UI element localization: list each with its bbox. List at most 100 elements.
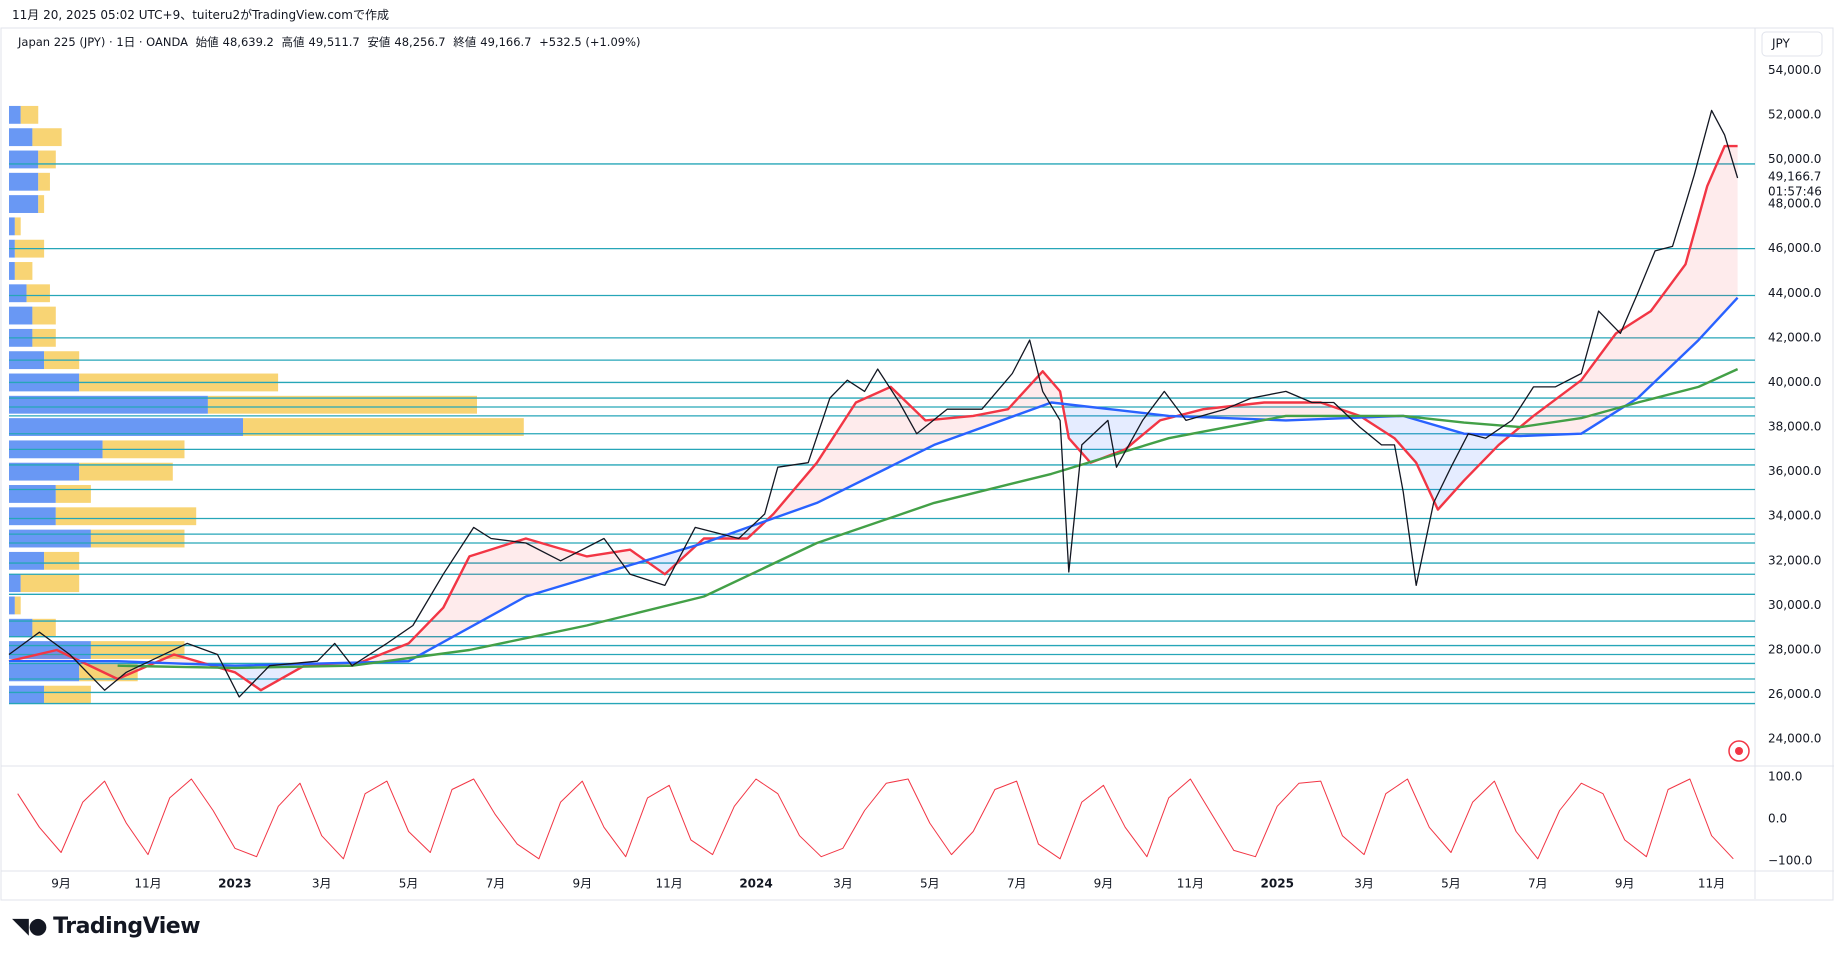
volume-profile-bar [9, 262, 15, 280]
volume-profile-bar [243, 418, 524, 436]
volume-profile-bar [26, 284, 50, 303]
y-tick-label: 46,000.0 [1768, 241, 1821, 255]
volume-profile-bar [9, 306, 33, 325]
x-tick-label: 11月 [656, 877, 683, 891]
volume-profile-bar [9, 105, 21, 124]
legend: Japan 225 (JPY) · 1日 · OANDA 始値 48,639.2 … [18, 34, 645, 50]
y-tick-label: 42,000.0 [1768, 330, 1821, 344]
oscillator-line [17, 778, 1734, 860]
x-tick-label: 9月 [572, 877, 592, 891]
volume-profile-bar [44, 685, 91, 704]
volume-profile-bar [55, 485, 91, 503]
ohlc-label: 始値 [195, 35, 219, 49]
y-tick-label: 32,000.0 [1768, 553, 1821, 567]
price-line [8, 109, 1739, 698]
y-tick-label: 54,000.0 [1768, 63, 1821, 77]
logo-mark: ◥● [12, 914, 48, 939]
y-tick-label: 24,000.0 [1768, 732, 1821, 746]
y-tick-label: 26,000.0 [1768, 687, 1821, 701]
volume-profile-bar [9, 685, 45, 704]
volume-profile-bar [32, 306, 56, 325]
volume-profile-bar [20, 574, 80, 593]
ma-fill [1364, 415, 1512, 510]
volume-profile-bar [32, 618, 56, 637]
attribution: 11月 20, 2025 05:02 UTC+9、tuiteru2がTradin… [12, 8, 389, 22]
y-tick-label: 52,000.0 [1768, 107, 1821, 121]
x-tick-label: 3月 [833, 877, 853, 891]
x-tick-label: 2024 [739, 877, 772, 891]
ma-fill [1064, 404, 1178, 463]
x-tick-label: 11月 [134, 877, 161, 891]
ma-fill [9, 650, 81, 662]
volume-profile-bar [90, 529, 185, 548]
volume-profile-bar [14, 262, 33, 280]
volume-profile-bar [79, 462, 173, 481]
x-tick-label: 3月 [1354, 877, 1374, 891]
alert-icon[interactable] [1728, 740, 1750, 762]
volume-profile-bar [9, 217, 15, 236]
x-tick-label: 11月 [1698, 877, 1725, 891]
volume-profile-bar [9, 574, 21, 593]
volume-profile-bar [9, 663, 80, 682]
y-tick-label: 48,000.0 [1768, 197, 1821, 211]
frame [0, 27, 1834, 901]
ohlc-label: 終値 [453, 35, 477, 49]
ohlc-value: 48,639.2 [222, 35, 274, 49]
volume-profile-bar [9, 150, 39, 169]
ma-fill [1511, 146, 1738, 436]
volume-profile-bar [32, 128, 62, 147]
logo-text: TradingView [53, 914, 201, 939]
volume-profile-bar [9, 529, 91, 548]
volume-profile-bar [9, 418, 243, 436]
x-tick-label: 11月 [1177, 877, 1204, 891]
currency: JPY [1771, 37, 1791, 51]
x-tick-label: 9月 [1094, 877, 1114, 891]
currency-box[interactable] [1761, 31, 1823, 57]
countdown: 01:57:46 [1768, 185, 1822, 199]
volume-profile-bar [9, 128, 33, 147]
ma-fill [360, 538, 648, 663]
volume-profile-bar [207, 395, 477, 414]
moving-average [117, 368, 1739, 670]
volume-profile-bar [14, 596, 21, 615]
logo[interactable]: ◥● TradingView [12, 914, 201, 939]
ohlc-value: 49,511.7 [308, 35, 360, 49]
y-tick-label: 40,000.0 [1768, 375, 1821, 389]
volume-profile-bar [20, 105, 39, 124]
volume-profile-bar [9, 596, 15, 615]
volume-profile-bar [38, 172, 50, 191]
volume-profile-bar [14, 217, 21, 236]
volume-profile-bar [9, 462, 80, 481]
x-tick-label: 5月 [920, 877, 940, 891]
y-tick-label: −100.0 [1768, 853, 1812, 867]
volume-profile-bar [38, 150, 56, 169]
volume-profile-bar [9, 172, 39, 191]
x-tick-label: 7月 [1528, 877, 1548, 891]
x-tick-label: 3月 [312, 877, 332, 891]
x-tick-label: 7月 [1007, 877, 1027, 891]
moving-average [9, 296, 1739, 667]
ohlc-value: 48,256.7 [394, 35, 446, 49]
symbol: Japan 225 (JPY) · 1日 · OANDA [18, 35, 188, 49]
x-tick-label: 9月 [51, 877, 71, 891]
ohlc-label: 安値 [367, 35, 391, 49]
volume-profile-bar [38, 195, 45, 213]
volume-profile-bar [9, 284, 27, 303]
volume-profile-bar [9, 395, 208, 414]
x-tick-label: 2023 [218, 877, 251, 891]
y-tick-label: 34,000.0 [1768, 509, 1821, 523]
volume-profile-bar [9, 618, 33, 637]
y-tick-label: 30,000.0 [1768, 598, 1821, 612]
change: +532.5 (+1.09%) [539, 35, 641, 49]
volume-profile-bar [55, 507, 197, 526]
y-tick-label: 100.0 [1768, 769, 1802, 783]
ma-fill [647, 544, 698, 575]
alert-icon-dot [1735, 747, 1743, 755]
ma-fill [766, 371, 1065, 521]
y-tick-label: 44,000.0 [1768, 286, 1821, 300]
volume-profile-bar [44, 551, 80, 570]
x-tick-label: 5月 [399, 877, 419, 891]
ohlc-value: 49,166.7 [480, 35, 532, 49]
